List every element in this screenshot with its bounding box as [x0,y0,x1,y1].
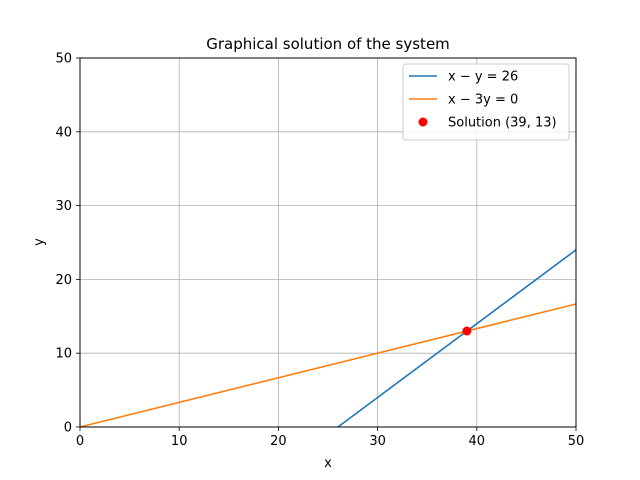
legend-box [402,63,570,141]
x-tick-label: 0 [76,434,84,449]
y-tick-label: 50 [55,52,72,67]
solution-point-marker [462,326,472,336]
x-axis-label: x [324,456,332,471]
y-tick-label: 40 [55,125,72,140]
x-tick-label: 50 [568,434,585,449]
x-tick-label: 40 [469,434,486,449]
series-line-1 [337,249,577,428]
y-tick-label: 20 [55,273,72,288]
chart-title: Graphical solution of the system [206,35,450,53]
plot-frame [79,57,577,428]
y-tick-label: 0 [64,421,72,436]
points-layer [462,326,472,336]
series-line-2 [79,303,577,428]
axis-ticks: 0 10 20 30 40 50 0 10 20 30 40 50 [55,52,584,450]
series-layer [79,249,577,428]
y-axis-label: y [32,238,47,246]
legend-entry-label: Solution (39, 13) [448,116,557,131]
legend-point-swatch [418,117,428,127]
legend-entry-label: x − 3y = 0 [448,93,518,108]
x-tick-label: 20 [270,434,287,449]
legend-entry-label: x − y = 26 [448,70,518,85]
x-tick-label: 30 [369,434,386,449]
y-tick-label: 30 [55,199,72,214]
y-tick-label: 10 [55,347,72,362]
x-tick-label: 10 [171,434,188,449]
legend: x − y = 26 x − 3y = 0 Solution (39, 13) [402,63,570,141]
